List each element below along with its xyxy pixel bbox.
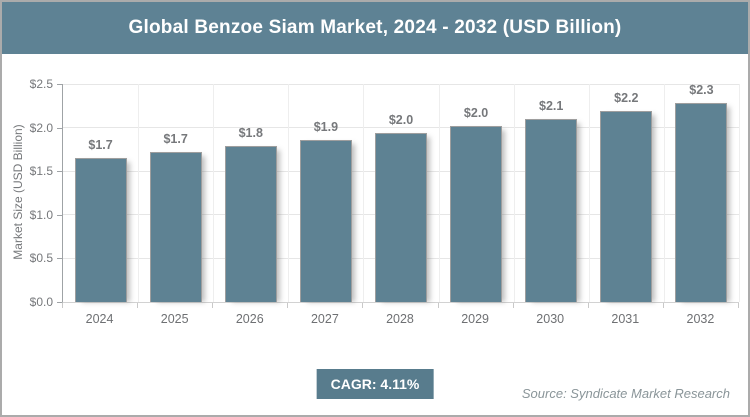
y-axis-tick-label: $1.0 <box>29 207 53 222</box>
x-axis-tick-label: 2029 <box>461 312 489 326</box>
bar-column: $1.7 <box>138 84 213 302</box>
bar-column: $1.8 <box>213 84 288 302</box>
gridline-vertical <box>288 84 289 302</box>
bar-value-label: $1.8 <box>238 125 263 140</box>
y-axis-tick <box>57 84 62 85</box>
gridline-vertical <box>664 84 665 302</box>
y-axis-tick-label: $2.0 <box>29 120 53 135</box>
bar-value-label: $2.0 <box>388 112 414 127</box>
bar-column: $1.7 <box>63 84 138 302</box>
y-axis-tick-label: $2.5 <box>29 77 53 91</box>
gridline-vertical <box>739 84 740 302</box>
x-axis-tick-label: 2030 <box>536 312 565 326</box>
bar <box>525 118 578 302</box>
y-axis-tick <box>57 171 62 173</box>
bar-value-label: $2.2 <box>614 91 639 106</box>
bar-value-label: $1.9 <box>313 119 339 134</box>
bar-column: $2.0 <box>363 84 438 302</box>
bar-value-label: $1.7 <box>88 138 113 153</box>
gridline-horizontal <box>63 83 739 85</box>
x-axis-tick-label: 2024 <box>85 312 114 326</box>
bar <box>600 111 653 302</box>
y-axis-tick-label: $0.0 <box>29 295 53 309</box>
x-axis: 2024 2025 2026 2027 2028 2029 2030 2031 2032 <box>62 303 739 331</box>
source-text: Source: Syndicate Market Research <box>521 386 730 401</box>
gridline-vertical <box>514 84 515 302</box>
bar <box>74 158 127 302</box>
y-axis-tick-label: $0.5 <box>29 251 53 266</box>
cagr-badge: CAGR: 4.11% <box>316 369 434 399</box>
x-axis-tick <box>362 303 363 308</box>
bar <box>450 125 503 302</box>
x-axis-tick <box>438 303 439 308</box>
bar <box>149 152 202 302</box>
y-axis-tick <box>57 258 62 260</box>
bar-value-label: $1.7 <box>163 132 188 147</box>
y-axis-tick-label: $1.5 <box>29 164 53 179</box>
gridline-vertical <box>138 84 139 302</box>
x-axis-tick <box>137 303 138 308</box>
x-axis-tick <box>588 303 589 308</box>
chart-title: Global Benzoe Siam Market, 2024 - 2032 (… <box>128 17 622 38</box>
bar-column: $2.2 <box>589 84 664 302</box>
plot-area: $1.7 $1.7 $1.8 $1.9 $2.0 $2.0 $2.1 $2.2 $2.3 <box>62 83 740 303</box>
x-axis-tick-label: 2026 <box>235 312 264 326</box>
cagr-badge-label: CAGR: 4.11% <box>330 376 420 392</box>
x-axis-tick <box>287 303 288 308</box>
bar <box>675 103 728 302</box>
gridline-vertical <box>363 84 364 302</box>
x-axis-tick-label: 2032 <box>686 312 715 326</box>
x-axis-tick <box>663 303 664 308</box>
x-axis-tick-label: 2025 <box>160 312 189 326</box>
bar-column: $2.1 <box>514 84 589 302</box>
x-axis-tick <box>513 303 514 308</box>
x-axis-tick-label: 2027 <box>310 312 339 326</box>
bar-value-label: $2.0 <box>463 105 489 120</box>
y-axis-tick <box>57 214 62 216</box>
bar <box>224 145 277 302</box>
x-axis-tick <box>212 303 213 308</box>
y-axis-tick <box>57 302 62 303</box>
gridline-vertical <box>439 84 440 302</box>
gridline-vertical <box>589 84 590 302</box>
y-axis-tick <box>57 127 62 129</box>
bar <box>299 139 352 302</box>
bar-column: $2.0 <box>439 84 514 302</box>
bar-column: $2.3 <box>664 83 739 302</box>
y-axis: $0.0 $0.5 $1.0 $1.5 $2.0 $2.5 <box>2 77 62 309</box>
bar <box>374 132 427 302</box>
gridline-vertical <box>213 84 214 302</box>
x-axis-tick-label: 2031 <box>611 312 640 326</box>
bar-value-label: $2.1 <box>539 98 564 113</box>
x-axis-tick <box>738 303 739 308</box>
gridline-horizontal <box>63 127 739 129</box>
bar-column: $1.9 <box>288 84 363 302</box>
x-axis-tick <box>62 303 63 308</box>
chart-title-bar: Global Benzoe Siam Market, 2024 - 2032 (… <box>2 2 748 54</box>
x-axis-tick-label: 2028 <box>386 312 414 326</box>
bar-value-label: $2.3 <box>689 83 714 98</box>
